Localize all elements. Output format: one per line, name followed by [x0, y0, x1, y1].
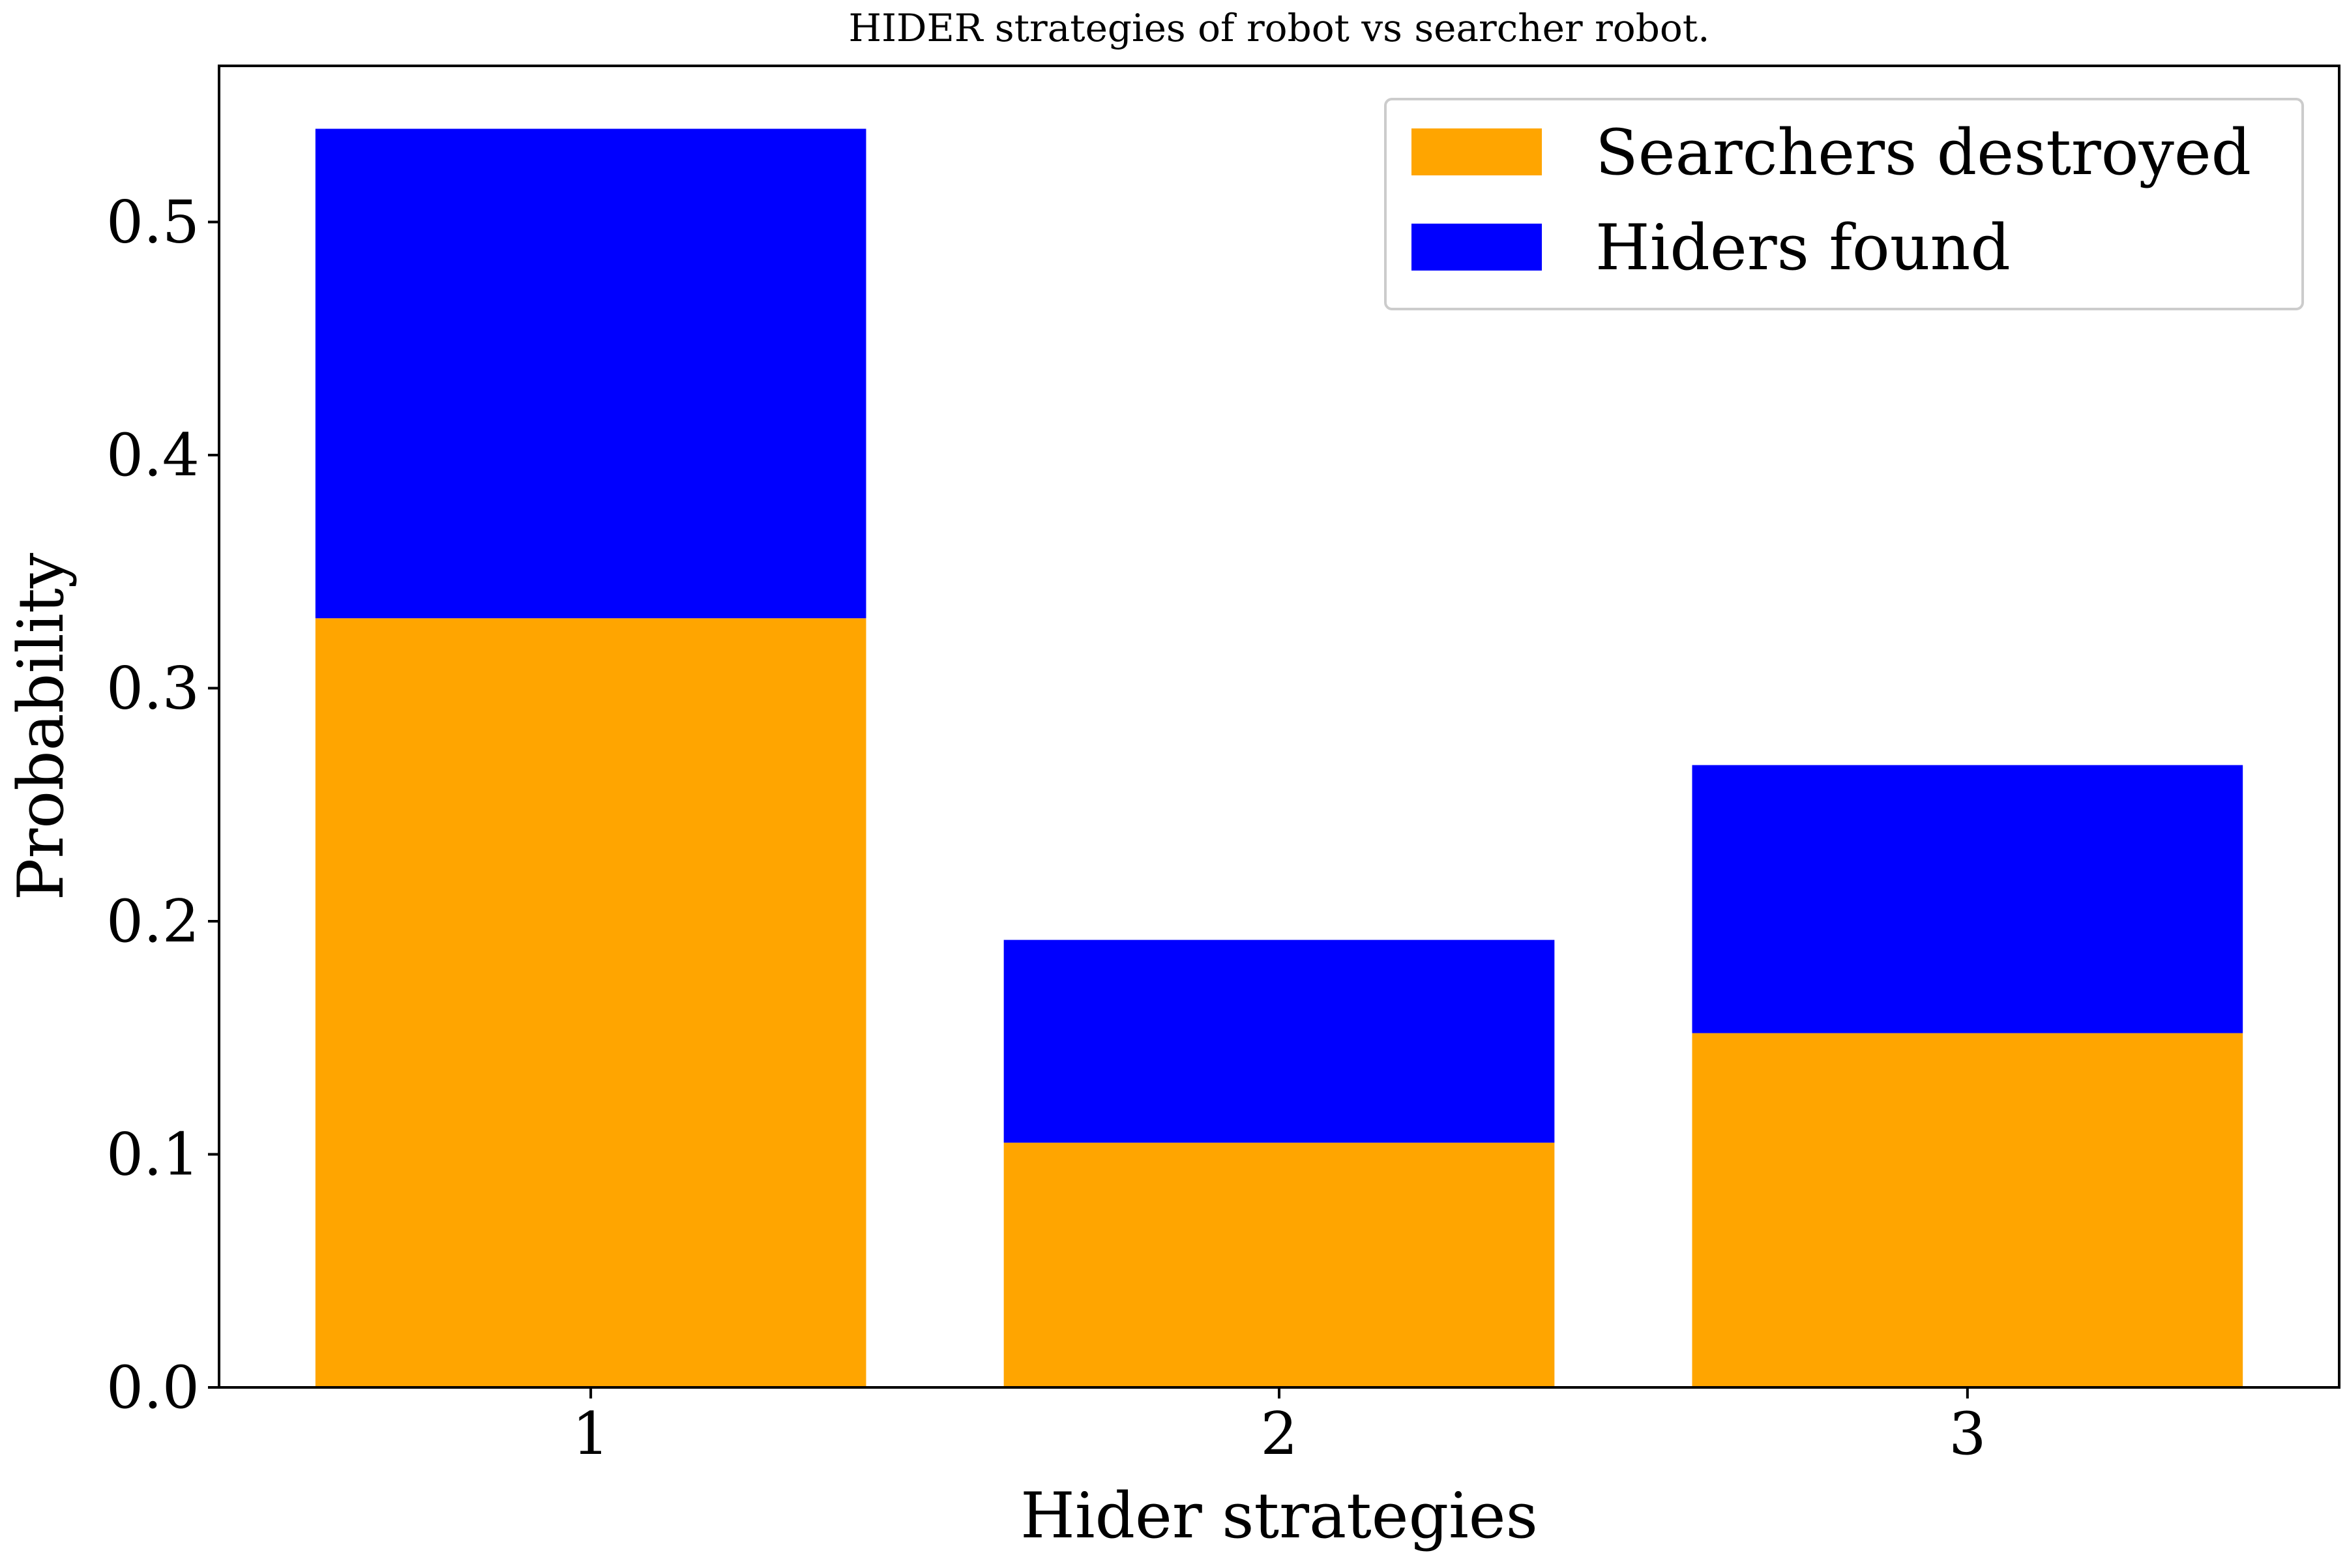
legend-swatch-hiders-found [1411, 224, 1542, 271]
x-tick-label: 3 [1949, 1400, 1986, 1468]
ticks-layer: 0.0 0.1 0.2 0.3 0.4 0.5 1 2 3 [106, 188, 1986, 1468]
legend-label-searchers-destroyed: Searchers destroyed [1595, 116, 2251, 189]
legend: Searchers destroyed Hiders found [1384, 98, 2304, 310]
bar-searchers-destroyed-2 [1003, 1142, 1555, 1387]
legend-swatch-searchers-destroyed [1411, 128, 1542, 175]
bar-searchers-destroyed-1 [315, 618, 866, 1387]
bar-hiders-found-1 [315, 128, 866, 619]
legend-label-hiders-found: Hiders found [1595, 211, 2011, 284]
y-tick-label: 0.5 [106, 188, 199, 257]
x-tick-label: 2 [1260, 1400, 1297, 1468]
bar-searchers-destroyed-3 [1692, 1033, 2243, 1387]
x-axis-label: Hider strategies [1020, 1479, 1538, 1552]
y-axis-label: Probability [5, 553, 78, 900]
x-tick-label: 1 [572, 1400, 610, 1468]
y-tick-label: 0.0 [106, 1354, 199, 1422]
y-tick-label: 0.4 [106, 421, 199, 490]
bar-hiders-found-2 [1003, 939, 1555, 1143]
legend-box [1384, 98, 2304, 310]
y-tick-label: 0.2 [106, 887, 199, 956]
bars-layer [315, 128, 2243, 1387]
chart-title: HIDER strategies of robot vs searcher ro… [848, 6, 1709, 50]
y-tick-label: 0.3 [106, 655, 199, 723]
y-tick-label: 0.1 [106, 1121, 199, 1189]
bar-hiders-found-3 [1692, 765, 2243, 1033]
